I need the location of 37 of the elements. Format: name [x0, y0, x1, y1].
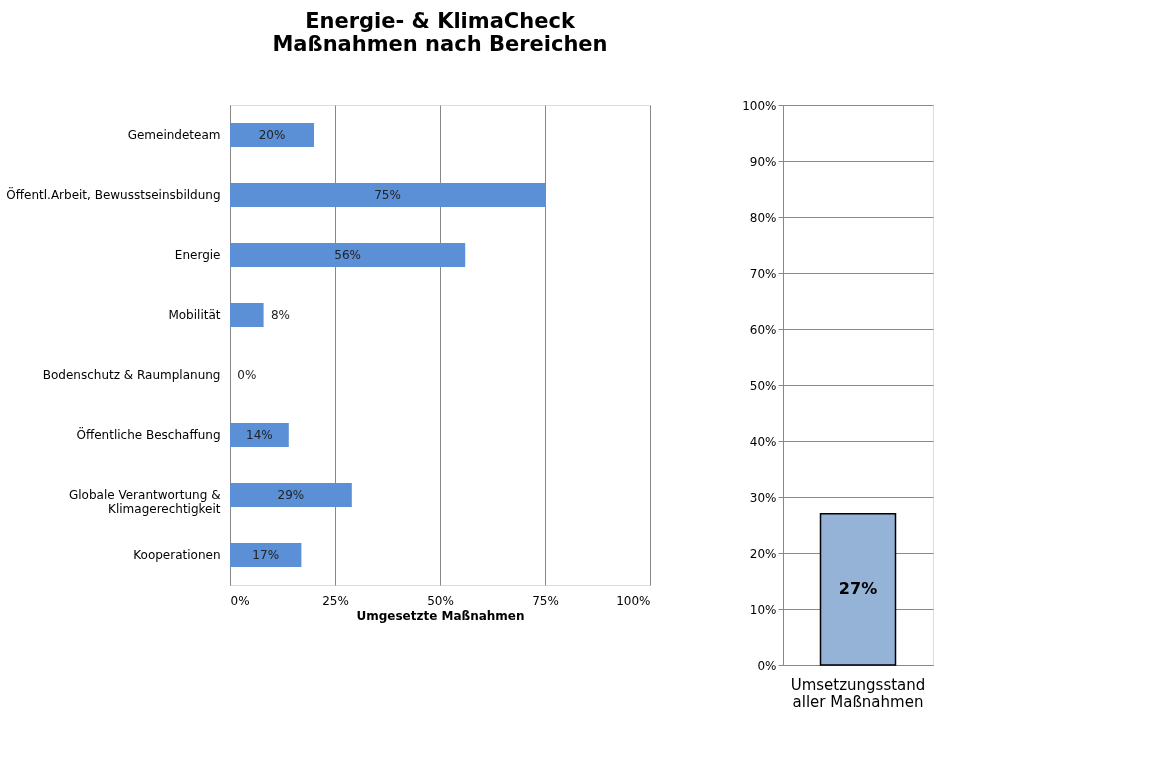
x-tick-label: 75% — [532, 593, 559, 608]
data-label: 17% — [252, 548, 280, 562]
data-label: 8% — [270, 308, 290, 322]
y-tick-label: Globale Verantwortung & Klimagerechtigkeit — [68, 488, 221, 516]
y-tick-label: 40% — [749, 434, 777, 449]
x-tick-label: 25% — [322, 593, 349, 608]
data-label: 27% — [838, 579, 878, 599]
y-tick-label: 70% — [749, 266, 777, 281]
text: Energie- & KlimaCheck — [305, 9, 575, 33]
y-tick-label: Öffentliche Beschaffung — [76, 426, 221, 442]
y-tick-label: 50% — [749, 378, 777, 393]
y-tick-label: Kooperationen — [133, 548, 221, 562]
x-tick-label: 0% — [230, 593, 250, 608]
y-tick-label: Bodenschutz & Raumplanung — [42, 368, 221, 382]
data-label: 14% — [246, 428, 273, 442]
x-tick-label: Umsetzungsstand aller Maßnahmen — [790, 675, 926, 711]
data-label: 0% — [237, 368, 257, 382]
data-label: 29% — [277, 488, 305, 502]
x-axis-title: Umgesetzte Maßnahmen — [356, 608, 525, 623]
y-tick-label: 100% — [742, 98, 777, 113]
y-tick-label: 10% — [749, 602, 777, 617]
y-tick-label: 80% — [749, 210, 777, 225]
y-tick-label: Energie — [174, 248, 221, 262]
y-tick-label: 20% — [749, 546, 777, 561]
data-label: 20% — [258, 128, 286, 142]
x-tick-label: 50% — [427, 593, 454, 608]
data-label: 75% — [374, 188, 401, 202]
data-label: 56% — [334, 248, 361, 262]
y-tick-label: Mobilität — [168, 308, 221, 322]
x-tick-label: 100% — [616, 593, 651, 608]
y-tick-label: 90% — [749, 154, 777, 169]
text: Maßnahmen nach Bereichen — [272, 32, 608, 56]
y-tick-label: 0% — [757, 658, 777, 673]
y-tick-label: Gemeindeteam — [127, 128, 221, 142]
y-tick-label: 60% — [749, 322, 777, 337]
y-tick-label: 30% — [749, 490, 777, 505]
y-tick-label: Öffentl.Arbeit, Bewusstseinsbildung — [6, 186, 221, 202]
